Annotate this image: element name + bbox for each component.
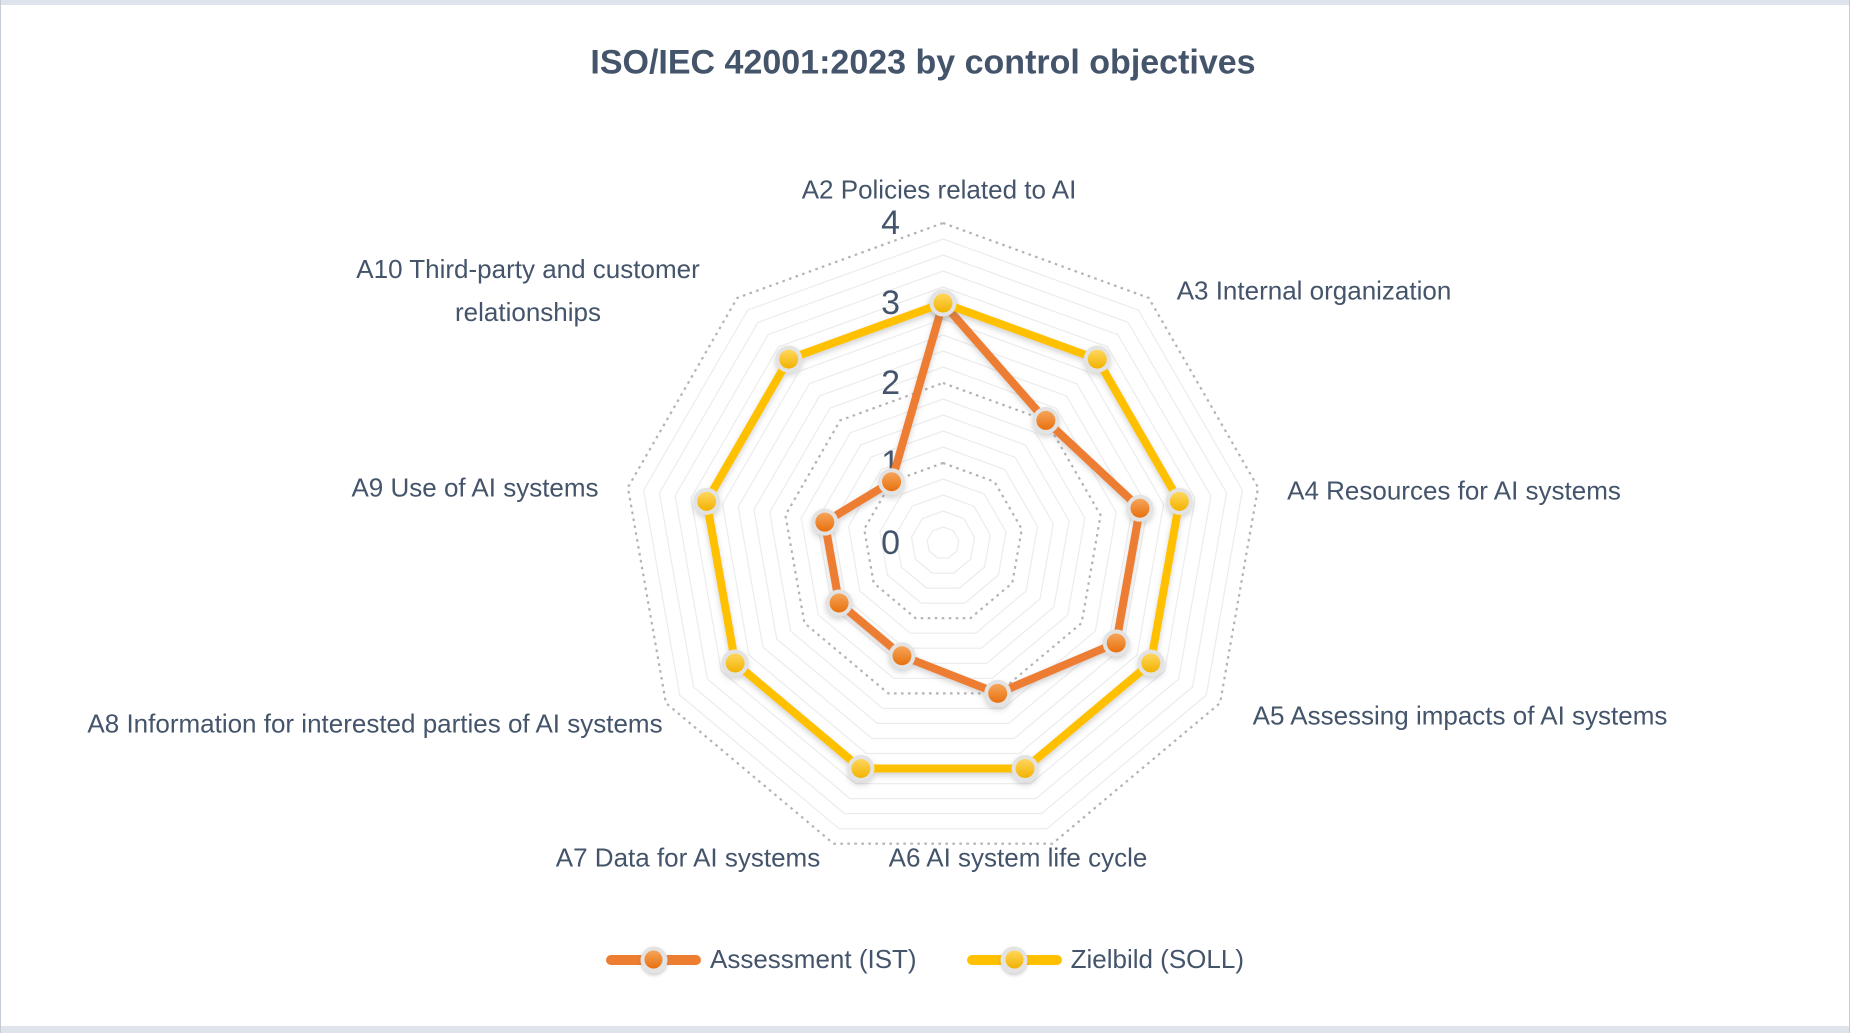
- data-point-marker: [1141, 653, 1161, 673]
- grid-ring-minor: [769, 366, 1117, 710]
- radial-tick-label: 3: [881, 284, 900, 322]
- axis-label-a9: A9 Use of AI systems: [351, 472, 599, 503]
- series-line: [820, 299, 1144, 698]
- grid-ring-major: [784, 381, 1102, 695]
- grid-ring-minor: [910, 510, 976, 574]
- data-point-marker: [1015, 759, 1035, 779]
- grid-ring-minor: [674, 270, 1212, 800]
- radial-tick-label: 0: [881, 524, 900, 562]
- grid-ring-minor: [737, 334, 1149, 740]
- grid-ring-minor: [816, 414, 1070, 664]
- data-point-marker: [1036, 410, 1056, 430]
- grid-ring-minor: [753, 350, 1133, 725]
- legend-marker-dot: [644, 950, 663, 969]
- radial-tick-label: 4: [881, 204, 900, 242]
- grid-ring-minor: [642, 238, 1244, 830]
- grid-ring-minor: [847, 446, 1039, 634]
- bottom-strip: [1, 1026, 1849, 1033]
- axis-label-a8: A8 Information for interested parties of…: [87, 708, 663, 739]
- data-point-marker: [851, 759, 871, 779]
- data-point-marker: [1130, 498, 1150, 518]
- grid-ring-minor: [658, 254, 1228, 815]
- grid-ring-minor: [690, 286, 1196, 785]
- data-point-marker: [882, 472, 902, 492]
- chart-title: ISO/IEC 42001:2023 by control objectives: [590, 43, 1256, 82]
- axis-label-a6: A6 AI system life cycle: [888, 842, 1148, 873]
- legend-marker-icon: [1000, 946, 1028, 973]
- grid-rings: [626, 221, 1260, 845]
- legend-item-zielbild-soll: Zielbild (SOLL): [966, 944, 1244, 975]
- legend-line-swatch: [966, 946, 1062, 973]
- axis-label-a4: A4 Resources for AI systems: [1287, 475, 1621, 506]
- radial-tick-label: 2: [881, 364, 900, 402]
- series-line: [702, 299, 1184, 773]
- data-point-marker: [1169, 491, 1189, 511]
- axis-label-a7: A7 Data for AI systems: [555, 842, 821, 873]
- grid-ring-minor: [832, 430, 1054, 649]
- axis-label-a2: A2 Policies related to AI: [801, 174, 1077, 205]
- series-zielbild-soll: [693, 289, 1193, 783]
- legend-marker-dot: [1005, 950, 1024, 969]
- data-point-marker: [988, 683, 1008, 703]
- grid-ring-minor: [879, 478, 1007, 604]
- grid-ring-minor: [721, 318, 1165, 755]
- legend-line-swatch: [606, 946, 701, 973]
- top-strip: [1, 0, 1849, 5]
- data-point-marker: [779, 349, 799, 369]
- grid-ring-minor: [800, 398, 1086, 679]
- data-point-marker: [933, 293, 953, 313]
- axis-label-a3: A3 Internal organization: [1176, 275, 1452, 306]
- data-point-marker: [1087, 349, 1107, 369]
- data-point-marker: [1106, 633, 1126, 653]
- data-point-marker: [892, 646, 912, 666]
- data-point-marker: [815, 512, 835, 532]
- legend-item-assessment-ist: Assessment (IST): [606, 944, 917, 975]
- data-point-marker: [829, 593, 849, 613]
- data-point-marker: [725, 653, 745, 673]
- grid-ring-minor: [926, 526, 960, 559]
- axis-label-a5: A5 Assessing impacts of AI systems: [1252, 700, 1668, 731]
- grid-ring-major: [863, 461, 1023, 620]
- legend-marker-icon: [640, 946, 667, 973]
- legend-label: Zielbild (SOLL): [1070, 944, 1244, 974]
- legend-label: Assessment (IST): [710, 944, 917, 974]
- grid-ring-minor: [895, 494, 991, 589]
- legend: Assessment (IST) Zielbild (SOLL): [1, 944, 1849, 975]
- axis-label-a10: A10 Third-party and customer relationshi…: [356, 254, 700, 327]
- data-point-marker: [697, 491, 717, 511]
